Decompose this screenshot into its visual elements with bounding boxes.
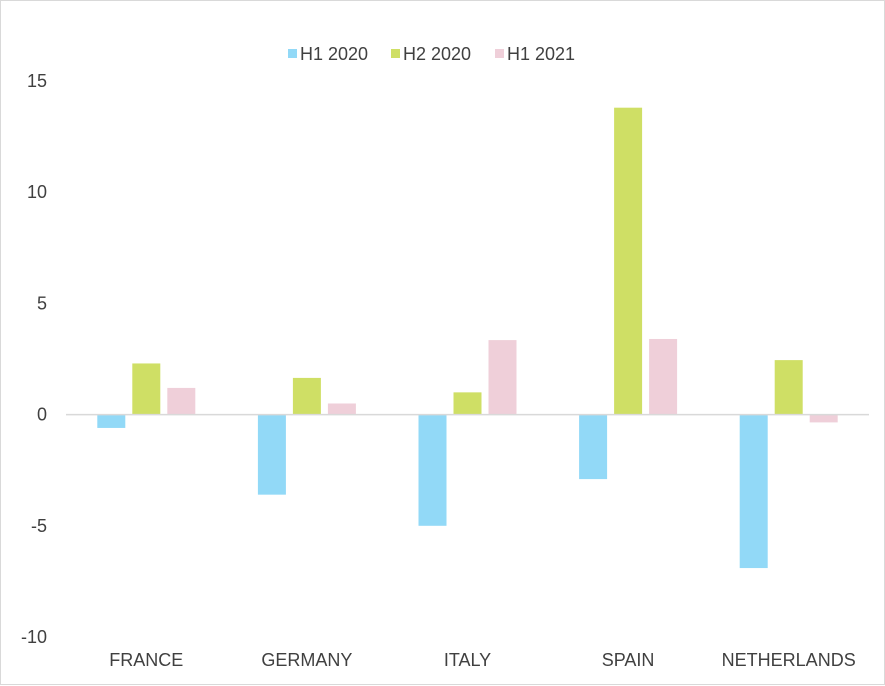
y-axis: 15 10 5 0 -5 -10 xyxy=(21,71,47,647)
bars xyxy=(97,107,838,569)
bar-netherlands-h1-2020 xyxy=(739,414,768,569)
bar-germany-h1-2020 xyxy=(257,414,286,495)
legend-label: H2 2020 xyxy=(403,44,471,64)
legend-label: H1 2020 xyxy=(300,44,368,64)
bar-germany-h2-2020 xyxy=(292,377,321,415)
y-tick-label: -5 xyxy=(31,516,47,536)
x-category-label: SPAIN xyxy=(602,650,655,670)
x-category-label: NETHERLANDS xyxy=(722,650,856,670)
bar-spain-h1-2020 xyxy=(579,414,608,480)
x-axis: FRANCE GERMANY ITALY SPAIN NETHERLANDS xyxy=(109,650,855,670)
bar-italy-h1-2020 xyxy=(418,414,447,526)
y-tick-label: 0 xyxy=(37,405,47,425)
legend-swatch xyxy=(288,49,297,58)
y-tick-label: -10 xyxy=(21,627,47,647)
bar-france-h2-2020 xyxy=(132,363,161,415)
bar-netherlands-h1-2021 xyxy=(809,414,838,423)
bar-france-h1-2021 xyxy=(167,387,196,415)
y-tick-label: 10 xyxy=(27,182,47,202)
legend-swatch xyxy=(391,49,400,58)
bar-italy-h2-2020 xyxy=(453,392,482,415)
legend: H1 2020 H2 2020 H1 2021 xyxy=(288,44,575,64)
x-category-label: GERMANY xyxy=(261,650,352,670)
bar-spain-h2-2020 xyxy=(614,107,643,415)
bar-germany-h1-2021 xyxy=(327,403,356,415)
bar-spain-h1-2021 xyxy=(649,338,678,415)
bar-netherlands-h2-2020 xyxy=(774,360,803,415)
x-category-label: ITALY xyxy=(444,650,491,670)
legend-label: H1 2021 xyxy=(507,44,575,64)
y-tick-label: 5 xyxy=(37,293,47,313)
legend-swatch xyxy=(495,49,504,58)
bar-italy-h1-2021 xyxy=(488,340,517,415)
y-tick-label: 15 xyxy=(27,71,47,91)
x-category-label: FRANCE xyxy=(109,650,183,670)
bar-france-h1-2020 xyxy=(97,414,126,428)
